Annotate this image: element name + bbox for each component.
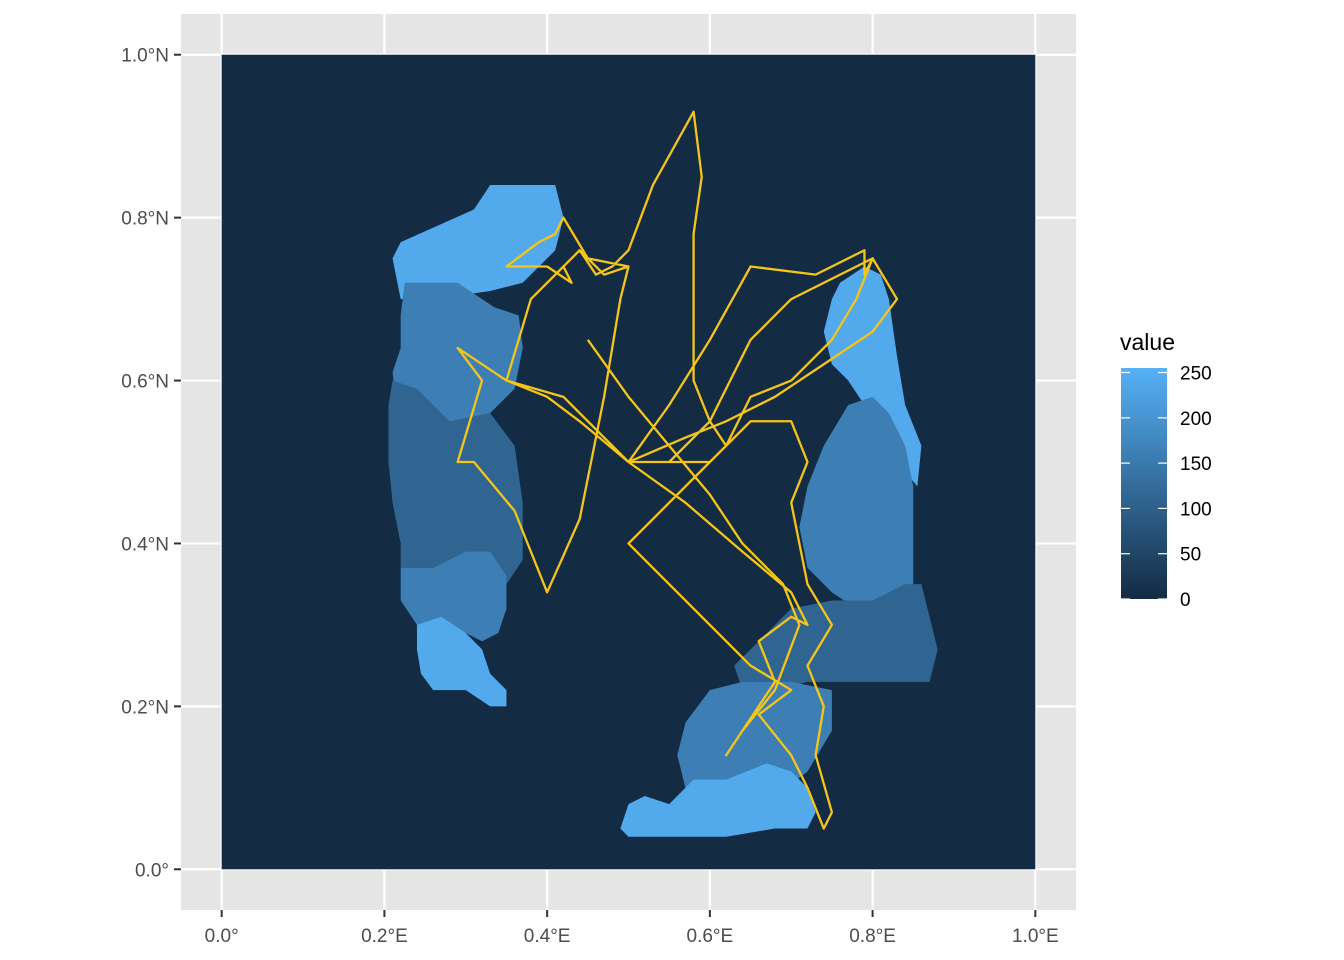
track-line [456,110,899,830]
y-tick-label-3: 0.6°N [121,372,169,393]
legend-label-4: 200 [1180,409,1212,430]
x-tick-label-5: 1.0°E [1012,926,1059,947]
raster-region-right-upper-mid-blob [799,396,914,609]
x-tick-label-1: 0.2°E [361,926,408,947]
legend-colorbar [1121,368,1167,599]
legend-label-5: 250 [1180,364,1212,385]
y-tick-label-1: 0.2°N [121,697,169,718]
x-tick-label-3: 0.6°E [687,926,734,947]
raster-region-left-bottom-blob [416,616,507,707]
x-axis: 0.0° 0.2°E 0.4°E 0.6°E 0.8°E 1.0°E [205,910,1059,947]
raster-regions [388,185,938,837]
y-tick-label-0: 0.0° [135,860,169,881]
raster-region-right-bottom-mid-blob [677,681,832,805]
raster-region-left-lower-mid-blob [400,551,507,642]
y-tick-label-4: 0.8°N [121,209,169,230]
raster-region-left-top-blob [392,185,564,300]
legend-label-2: 100 [1180,499,1212,520]
legend-ticks: 0 50 100 150 200 250 [1121,364,1212,611]
y-axis: 0.0° 0.2°N 0.4°N 0.6°N 0.8°N 1.0°N [121,46,181,881]
legend: value 0 50 100 150 200 250 [1120,329,1212,611]
x-tick-label-4: 0.8°E [849,926,896,947]
x-tick-label-0: 0.0° [205,926,239,947]
y-tick-label-2: 0.4°N [121,534,169,555]
raster-region-left-mid-blob [388,380,523,585]
y-tick-label-5: 1.0°N [121,46,169,67]
x-tick-label-2: 0.4°E [524,926,571,947]
raster-region-right-bottom-blob [620,763,816,837]
legend-label-3: 150 [1180,454,1212,475]
legend-label-1: 50 [1180,545,1201,566]
raster-region-left-upper-mid-blob [392,282,523,422]
legend-label-0: 0 [1180,590,1191,611]
legend-title: value [1120,329,1175,355]
